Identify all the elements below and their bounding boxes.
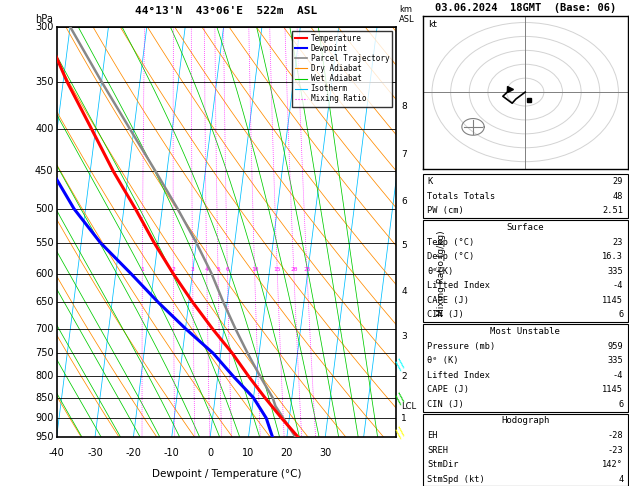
Text: //: //: [393, 425, 408, 440]
Text: CIN (J): CIN (J): [427, 311, 464, 319]
Text: 959: 959: [608, 342, 623, 350]
Text: 6: 6: [226, 267, 230, 272]
Text: Surface: Surface: [506, 223, 544, 232]
Text: PW (cm): PW (cm): [427, 207, 464, 215]
Text: Mixing Ratio (g/kg): Mixing Ratio (g/kg): [437, 230, 446, 316]
Text: //: //: [393, 357, 408, 372]
Text: StmDir: StmDir: [427, 460, 459, 469]
Text: 48: 48: [613, 192, 623, 201]
Text: 750: 750: [35, 348, 53, 358]
Text: 350: 350: [35, 77, 53, 87]
Text: 0: 0: [207, 448, 213, 458]
Text: -10: -10: [164, 448, 180, 458]
Text: 650: 650: [35, 297, 53, 307]
Text: 1: 1: [140, 267, 144, 272]
Text: -40: -40: [48, 448, 65, 458]
Text: 5: 5: [216, 267, 220, 272]
Text: Temp (°C): Temp (°C): [427, 238, 474, 246]
Text: hPa: hPa: [36, 14, 53, 24]
Text: StmSpd (kt): StmSpd (kt): [427, 475, 485, 484]
Text: 03.06.2024  18GMT  (Base: 06): 03.06.2024 18GMT (Base: 06): [435, 3, 616, 13]
Text: 6: 6: [401, 197, 407, 206]
Text: 1145: 1145: [603, 385, 623, 394]
Text: 550: 550: [35, 238, 53, 248]
Text: 300: 300: [35, 22, 53, 32]
Text: 2: 2: [172, 267, 175, 272]
Text: 700: 700: [35, 324, 53, 333]
Text: θᵉ (K): θᵉ (K): [427, 356, 459, 365]
Text: 6: 6: [618, 400, 623, 409]
Text: 950: 950: [35, 433, 53, 442]
Text: θᵉ(K): θᵉ(K): [427, 267, 454, 276]
Text: kt: kt: [428, 20, 437, 29]
Text: 15: 15: [274, 267, 281, 272]
Text: Pressure (mb): Pressure (mb): [427, 342, 496, 350]
Text: 44°13'N  43°06'E  522m  ASL: 44°13'N 43°06'E 522m ASL: [135, 6, 318, 16]
Text: 8: 8: [401, 102, 407, 111]
Text: 450: 450: [35, 166, 53, 176]
Text: 1145: 1145: [603, 296, 623, 305]
Text: 400: 400: [35, 124, 53, 134]
Text: 20: 20: [281, 448, 293, 458]
Text: Dewpoint / Temperature (°C): Dewpoint / Temperature (°C): [152, 469, 301, 479]
Text: km
ASL: km ASL: [399, 5, 415, 24]
Text: 2.51: 2.51: [603, 207, 623, 215]
Text: -20: -20: [125, 448, 142, 458]
Text: EH: EH: [427, 431, 438, 440]
Text: //: //: [393, 391, 408, 406]
Text: LCL: LCL: [401, 401, 416, 411]
Text: 500: 500: [35, 204, 53, 214]
Text: 10: 10: [242, 448, 255, 458]
Text: 16.3: 16.3: [603, 252, 623, 261]
Legend: Temperature, Dewpoint, Parcel Trajectory, Dry Adiabat, Wet Adiabat, Isotherm, Mi: Temperature, Dewpoint, Parcel Trajectory…: [292, 31, 392, 106]
Text: 5: 5: [401, 242, 407, 250]
Text: 7: 7: [401, 151, 407, 159]
Text: Most Unstable: Most Unstable: [490, 327, 560, 336]
Text: 3: 3: [401, 331, 407, 341]
Text: 10: 10: [251, 267, 259, 272]
Text: Lifted Index: Lifted Index: [427, 281, 490, 290]
Text: 1: 1: [401, 414, 407, 423]
Text: Dewp (°C): Dewp (°C): [427, 252, 474, 261]
Text: -28: -28: [608, 431, 623, 440]
Text: 4: 4: [205, 267, 209, 272]
Text: SREH: SREH: [427, 446, 448, 454]
Text: 25: 25: [303, 267, 311, 272]
Text: 2: 2: [401, 372, 407, 381]
Text: 4: 4: [401, 287, 407, 295]
Text: -23: -23: [608, 446, 623, 454]
Text: Lifted Index: Lifted Index: [427, 371, 490, 380]
Text: 900: 900: [35, 413, 53, 423]
Text: 6: 6: [618, 311, 623, 319]
Text: 20: 20: [290, 267, 298, 272]
Text: 600: 600: [35, 269, 53, 278]
Text: -30: -30: [87, 448, 103, 458]
Text: 4: 4: [618, 475, 623, 484]
Text: K: K: [427, 177, 432, 186]
Text: CAPE (J): CAPE (J): [427, 296, 469, 305]
Text: Hodograph: Hodograph: [501, 417, 549, 425]
Text: 335: 335: [608, 267, 623, 276]
Text: 850: 850: [35, 393, 53, 403]
Text: 800: 800: [35, 371, 53, 381]
Text: Totals Totals: Totals Totals: [427, 192, 496, 201]
Text: 335: 335: [608, 356, 623, 365]
Text: -4: -4: [613, 281, 623, 290]
Text: 23: 23: [613, 238, 623, 246]
Text: CAPE (J): CAPE (J): [427, 385, 469, 394]
Text: 142°: 142°: [603, 460, 623, 469]
Text: 30: 30: [319, 448, 331, 458]
Text: CIN (J): CIN (J): [427, 400, 464, 409]
Text: 3: 3: [191, 267, 194, 272]
Text: -4: -4: [613, 371, 623, 380]
Text: 29: 29: [613, 177, 623, 186]
